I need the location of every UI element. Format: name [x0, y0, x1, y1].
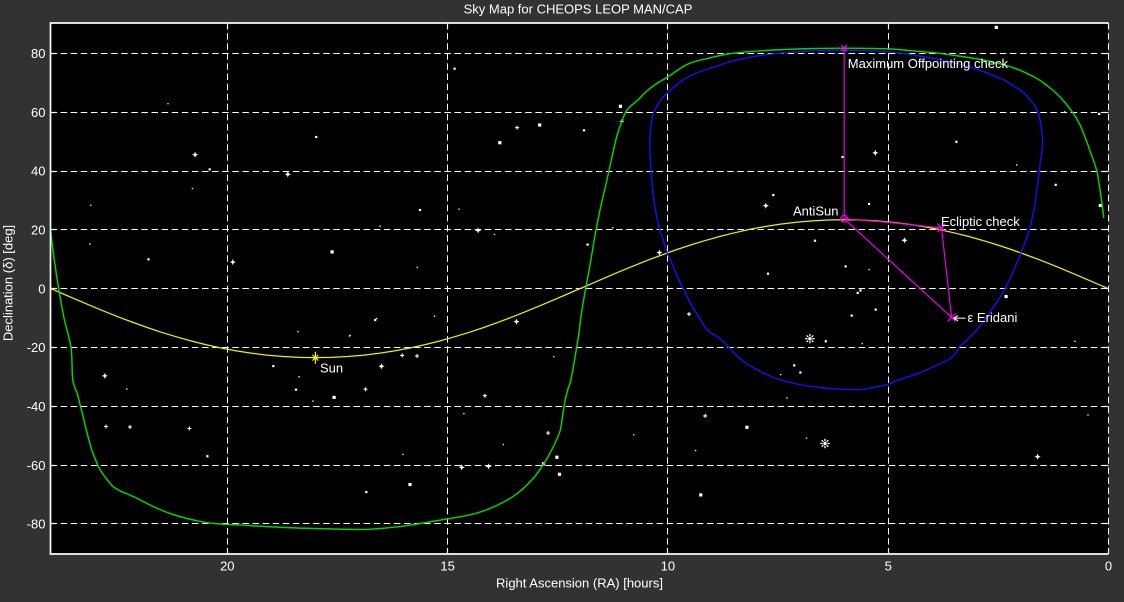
svg-text:20: 20 [31, 223, 45, 238]
svg-text:-20: -20 [27, 340, 46, 355]
svg-text:-80: -80 [27, 517, 46, 532]
svg-text:-60: -60 [27, 458, 46, 473]
svg-text:40: 40 [31, 164, 45, 179]
svg-text:20: 20 [220, 559, 234, 574]
svg-text:10: 10 [661, 559, 675, 574]
svg-text:Ecliptic check: Ecliptic check [941, 214, 1020, 229]
svg-text:ε Eridani: ε Eridani [968, 310, 1018, 325]
svg-text:0: 0 [38, 281, 45, 296]
svg-text:Maximum Offpointing check: Maximum Offpointing check [848, 56, 1009, 71]
svg-text:0: 0 [1105, 559, 1112, 574]
svg-text:Declination (δ) [deg]: Declination (δ) [deg] [1, 225, 16, 341]
svg-text:Right Ascension (RA) [hours]: Right Ascension (RA) [hours] [496, 576, 663, 591]
svg-text:-40: -40 [27, 399, 46, 414]
svg-text:Sun: Sun [320, 361, 343, 376]
svg-text:80: 80 [31, 46, 45, 61]
svg-text:AntiSun: AntiSun [793, 204, 839, 219]
svg-text:Sky Map for CHEOPS LEOP MAN/CA: Sky Map for CHEOPS LEOP MAN/CAP [464, 2, 693, 17]
svg-text:60: 60 [31, 105, 45, 120]
svg-text:15: 15 [440, 559, 454, 574]
svg-text:5: 5 [885, 559, 892, 574]
